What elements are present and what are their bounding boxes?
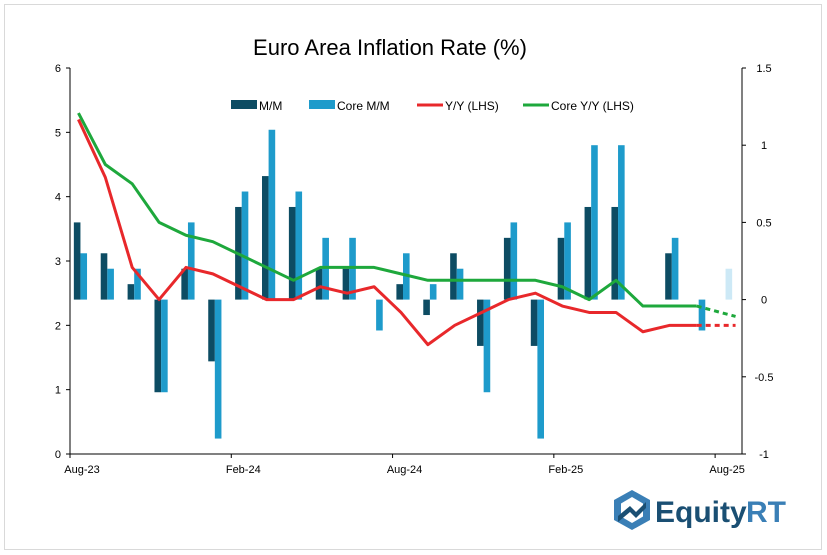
- equityrt-logo: Equity RT: [614, 490, 786, 530]
- bar-core-mm: [268, 129, 276, 300]
- bar-core-mm: [107, 268, 114, 300]
- bar-mm: [315, 268, 323, 300]
- x-tick-label: Aug-25: [709, 464, 744, 476]
- bar-mm: [73, 222, 81, 300]
- bars: [73, 129, 733, 439]
- bar-core-mm: [134, 268, 141, 300]
- bar-mm: [530, 299, 538, 346]
- bar-mm: [288, 206, 296, 300]
- bar-core-mm: [429, 284, 437, 300]
- bar-core-mm: [80, 253, 88, 300]
- bar-mm: [611, 206, 619, 300]
- x-tick-label: Feb-25: [548, 464, 583, 476]
- legend-swatch: [231, 100, 257, 109]
- bar-mm: [208, 299, 215, 362]
- bar-core-mm: [725, 268, 733, 300]
- left-tick-label: 5: [55, 127, 61, 139]
- bar-mm: [477, 299, 484, 346]
- bar-mm: [557, 237, 565, 300]
- legend-label: Core Y/Y (LHS): [551, 99, 634, 113]
- chart-frame: Euro Area Inflation Rate (%) 0 1 2 3 4 5 6 -1 -0…: [4, 4, 822, 550]
- bar-core-mm: [618, 145, 625, 300]
- right-tick-label: 1: [761, 140, 767, 152]
- right-tick-label: -0.5: [755, 372, 774, 384]
- chart-svg: Euro Area Inflation Rate (%) 0 1 2 3 4 5 6 -1 -0…: [55, 35, 786, 530]
- line-core-yy-projection: [696, 304, 736, 318]
- legend: M/M Core M/M Y/Y (LHS) Core Y/Y (LHS): [231, 99, 634, 113]
- bar-core-mm: [537, 299, 544, 439]
- left-tick-label: 4: [55, 192, 61, 204]
- chart-title: Euro Area Inflation Rate (%): [253, 35, 527, 60]
- bar-core-mm: [671, 237, 679, 300]
- bar-core-mm: [214, 299, 222, 439]
- bar-core-mm: [241, 191, 249, 300]
- bar-mm: [100, 253, 108, 300]
- legend-label: M/M: [259, 99, 282, 113]
- bar-mm: [450, 253, 457, 300]
- axes: 0 1 2 3 4 5 6 -1 -0.5 0 0.5 1 1.5 Aug-23 Feb-24 Aug-24 F…: [55, 63, 774, 476]
- right-tick-label: 0: [761, 295, 767, 307]
- bar-core-mm: [456, 268, 464, 300]
- bar-core-mm: [591, 145, 598, 300]
- x-tick-label: Aug-24: [387, 464, 422, 476]
- left-tick-label: 0: [55, 449, 61, 461]
- bar-mm: [262, 176, 269, 300]
- right-tick-label: 0.5: [756, 217, 771, 229]
- left-tick-label: 3: [55, 256, 61, 268]
- bar-core-mm: [376, 299, 383, 331]
- bar-mm: [665, 253, 672, 300]
- left-tick-label: 2: [55, 320, 61, 332]
- bar-mm: [181, 268, 188, 300]
- right-tick-label: 1.5: [756, 63, 771, 75]
- bar-mm: [503, 237, 511, 300]
- bar-core-mm: [698, 299, 706, 331]
- bar-mm: [127, 284, 135, 300]
- bar-mm: [584, 206, 592, 300]
- bar-core-mm: [510, 222, 518, 300]
- line-yy: [77, 118, 697, 347]
- x-tick-label: Aug-23: [64, 464, 99, 476]
- bar-core-mm: [295, 191, 303, 300]
- legend-swatch: [309, 100, 335, 109]
- x-tick-label: Feb-24: [226, 464, 261, 476]
- logo-text-equity: Equity: [655, 496, 747, 529]
- bar-mm: [342, 268, 350, 300]
- line-core-yy: [77, 112, 697, 308]
- bar-core-mm: [187, 222, 195, 300]
- bar-mm: [396, 284, 403, 300]
- bar-core-mm: [161, 299, 168, 393]
- logo-text-rt: RT: [746, 496, 786, 529]
- logo-trend-icon: [618, 502, 646, 522]
- left-tick-label: 6: [55, 63, 61, 75]
- legend-label: Y/Y (LHS): [445, 99, 499, 113]
- lines: [77, 112, 736, 347]
- bar-core-mm: [483, 299, 491, 393]
- legend-label: Core M/M: [337, 99, 390, 113]
- bar-mm: [154, 299, 162, 393]
- left-tick-label: 1: [55, 385, 61, 397]
- bar-core-mm: [564, 222, 571, 300]
- bar-mm: [423, 299, 430, 316]
- right-tick-label: -1: [759, 449, 769, 461]
